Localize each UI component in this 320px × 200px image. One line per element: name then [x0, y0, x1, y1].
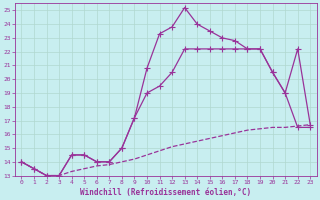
X-axis label: Windchill (Refroidissement éolien,°C): Windchill (Refroidissement éolien,°C) [80, 188, 252, 197]
